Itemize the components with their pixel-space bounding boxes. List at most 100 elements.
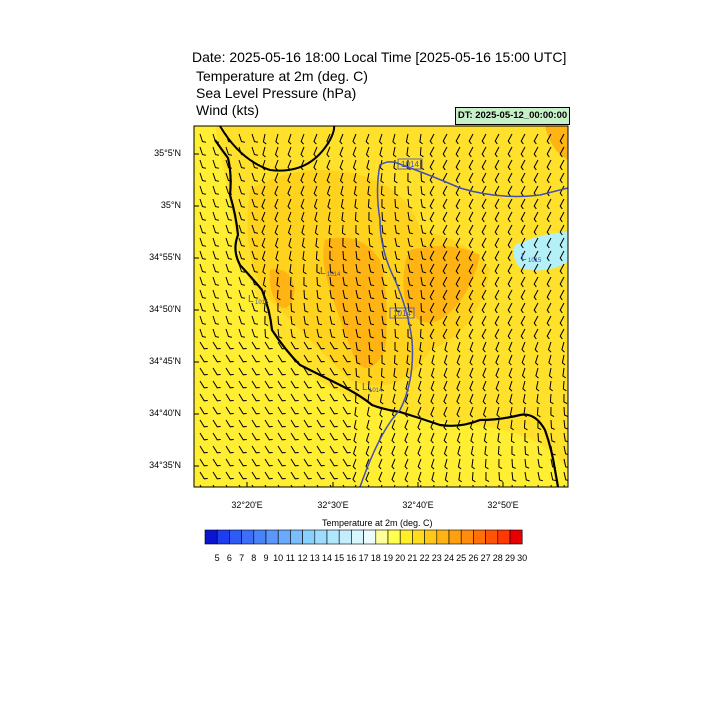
wind-barb xyxy=(482,406,487,418)
wind-barb xyxy=(355,237,360,248)
wind-barb xyxy=(381,315,387,326)
wind-barb xyxy=(429,185,435,197)
wind-barb xyxy=(329,471,338,480)
wind-barb xyxy=(494,172,500,184)
wind-barb xyxy=(470,432,474,444)
wind-barb xyxy=(546,328,552,340)
wind-barb xyxy=(274,159,279,171)
colorbar-swatch xyxy=(424,529,438,545)
wind-barb xyxy=(547,341,552,353)
wind-barb xyxy=(497,445,502,457)
wind-barb xyxy=(199,185,206,195)
wind-barb xyxy=(225,380,234,389)
isobar-label-north: 1014 xyxy=(397,158,423,170)
wind-barb xyxy=(496,406,500,418)
wind-barb xyxy=(520,263,526,275)
wind-barb xyxy=(251,263,258,273)
wind-barb xyxy=(316,471,325,480)
wind-barb xyxy=(429,250,435,262)
wind-barb xyxy=(290,432,299,441)
wind-barb xyxy=(494,237,500,249)
wind-barb xyxy=(520,198,526,210)
wind-barb xyxy=(353,172,357,184)
wind-barb xyxy=(533,198,539,210)
high-contour xyxy=(219,126,336,172)
wind-barb xyxy=(287,185,292,197)
wind-barb xyxy=(238,354,247,363)
lat-label: 35°N xyxy=(160,200,181,210)
wind-barb xyxy=(468,328,474,340)
low-marker-3-symbol: L xyxy=(362,382,368,393)
wind-barb xyxy=(199,393,208,402)
wind-barb xyxy=(238,185,245,195)
wind-barb xyxy=(509,393,513,405)
wind-barb xyxy=(420,198,426,209)
wind-barb xyxy=(365,471,370,483)
wind-barb xyxy=(404,445,409,457)
wind-barb xyxy=(199,302,206,312)
wind-barb xyxy=(468,172,474,184)
wind-barb xyxy=(494,198,500,210)
wind-barb xyxy=(199,406,208,415)
wind-barb xyxy=(498,458,503,470)
colorbar-swatch xyxy=(375,529,389,545)
wind-barb xyxy=(199,172,206,182)
wind-barb xyxy=(404,471,409,483)
wind-barb xyxy=(546,263,552,275)
wind-barb xyxy=(339,172,344,184)
wind-barb xyxy=(264,471,273,480)
wind-barb xyxy=(455,211,461,223)
wind-barb xyxy=(481,276,487,288)
wind-barb xyxy=(533,237,539,249)
lat-label: 34°40'N xyxy=(149,408,181,418)
wind-barb xyxy=(455,224,461,236)
wind-barb xyxy=(429,315,435,327)
wind-barb xyxy=(342,341,351,350)
colorbar-swatch xyxy=(290,529,303,545)
wind-barb xyxy=(481,198,487,210)
wind-barb xyxy=(406,354,411,366)
wind-barb xyxy=(303,419,312,428)
colorbar-label: 10 xyxy=(273,553,284,563)
wind-barb xyxy=(353,419,358,431)
wind-barb xyxy=(407,172,412,184)
wind-barb xyxy=(262,146,266,158)
wind-barb xyxy=(251,224,258,234)
wind-barb xyxy=(329,341,338,350)
wind-barb xyxy=(417,458,422,470)
wind-barb xyxy=(498,471,503,482)
wind-barb xyxy=(381,302,388,313)
wind-barb xyxy=(199,380,208,389)
wind-barb xyxy=(303,393,312,402)
coastline xyxy=(214,139,560,487)
wind-barb xyxy=(510,432,515,444)
wind-barb xyxy=(483,432,488,444)
low-marker-1: L 1014 xyxy=(320,266,341,278)
wind-barb xyxy=(329,458,338,467)
wind-barb xyxy=(225,432,234,441)
wind-barb xyxy=(550,432,556,443)
wind-barb xyxy=(378,458,383,470)
wind-barb xyxy=(379,146,383,158)
wind-barb xyxy=(520,289,526,301)
wind-barb xyxy=(507,276,513,288)
wind-barb xyxy=(326,146,331,158)
wind-barb xyxy=(482,393,487,405)
wind-barb xyxy=(418,367,422,379)
wind-barb xyxy=(199,341,208,350)
wind-barb xyxy=(274,185,279,197)
wind-barb xyxy=(533,263,539,275)
wind-barb xyxy=(378,419,383,431)
wind-barb xyxy=(300,172,305,184)
wind-barb xyxy=(442,198,448,210)
wind-barb xyxy=(342,367,351,376)
wind-barb xyxy=(368,341,374,352)
wind-barb xyxy=(520,302,526,314)
wind-barb xyxy=(300,211,305,223)
wind-barb xyxy=(225,263,232,273)
wind-barb xyxy=(212,393,221,402)
wind-barb xyxy=(468,198,474,210)
wind-barb xyxy=(313,198,318,210)
wind-barb xyxy=(524,471,530,482)
wind-barb xyxy=(277,393,286,402)
